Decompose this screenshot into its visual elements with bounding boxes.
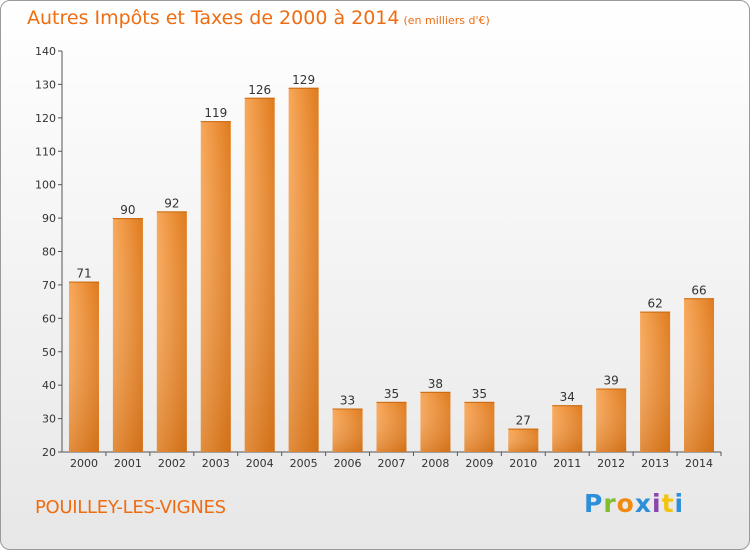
x-tick-label-2007: 2007 (378, 457, 406, 470)
x-tick-label-2008: 2008 (421, 457, 449, 470)
x-tick-label-2001: 2001 (114, 457, 142, 470)
y-tick-label: 20 (42, 446, 56, 459)
x-tick-label-2011: 2011 (553, 457, 581, 470)
x-tick-label-2010: 2010 (509, 457, 537, 470)
bar-shade-2013 (640, 311, 671, 452)
data-label-2014: 66 (691, 283, 706, 297)
bar-shade-2007 (376, 401, 407, 452)
proxiti-logo[interactable]: Proxiti (584, 489, 685, 518)
bar-shade-2004 (244, 97, 275, 453)
x-tick-label-2002: 2002 (158, 457, 186, 470)
y-tick-label: 70 (42, 279, 56, 292)
bar-shade-2005 (288, 87, 319, 452)
x-tick-label-2013: 2013 (641, 457, 669, 470)
y-tick-label: 140 (35, 45, 56, 58)
place-name: POUILLEY-LES-VIGNES (35, 497, 226, 518)
x-tick-label-2009: 2009 (465, 457, 493, 470)
x-tick-label-2006: 2006 (334, 457, 362, 470)
data-label-2009: 35 (472, 387, 487, 401)
data-label-2004: 126 (248, 83, 271, 97)
x-tick-label-2003: 2003 (202, 457, 230, 470)
data-label-2003: 119 (204, 106, 227, 120)
data-label-2000: 71 (76, 267, 91, 281)
y-tick-label: 30 (42, 413, 56, 426)
y-tick-label: 90 (42, 212, 56, 225)
chart-title-text: Autres Impôts et Taxes de 2000 à 2014 (27, 7, 400, 29)
x-tick-label-2004: 2004 (246, 457, 274, 470)
bar-shade-2000 (68, 281, 99, 452)
y-tick-label: 110 (35, 145, 56, 158)
x-tick-label-2012: 2012 (597, 457, 625, 470)
bar-shade-2006 (332, 408, 363, 452)
data-label-2007: 35 (384, 387, 399, 401)
bar-shade-2008 (420, 391, 451, 452)
data-label-2011: 34 (560, 390, 575, 404)
y-tick-label: 120 (35, 112, 56, 125)
bar-shade-2009 (464, 401, 495, 452)
y-tick-label: 60 (42, 312, 56, 325)
data-labels: 71 2000 90 2001 92 2002 119 2003 126 2004 129 2005 3… (70, 73, 713, 470)
chart-unit: (en milliers d'€) (403, 14, 490, 27)
bar-shade-2014 (684, 298, 715, 452)
data-label-2005: 129 (292, 73, 315, 87)
data-label-2012: 39 (604, 374, 619, 388)
y-tick-label: 80 (42, 246, 56, 259)
data-label-2008: 38 (428, 377, 443, 391)
y-tick-label: 130 (35, 78, 56, 91)
bar-shade-2012 (596, 388, 627, 452)
x-tick-label-2000: 2000 (70, 457, 98, 470)
x-tick-label-2005: 2005 (290, 457, 318, 470)
data-label-2006: 33 (340, 394, 355, 408)
data-label-2002: 92 (164, 196, 179, 210)
x-tick-label-2014: 2014 (685, 457, 713, 470)
bar-shade-2001 (112, 218, 143, 452)
bar-shade-2010 (508, 428, 539, 452)
y-tick-label: 100 (35, 179, 56, 192)
bar-shade-2011 (552, 405, 583, 452)
bars (68, 87, 715, 453)
data-label-2001: 90 (120, 203, 135, 217)
bar-shade-2002 (156, 211, 187, 452)
y-tick-label: 40 (42, 379, 56, 392)
data-label-2010: 27 (516, 414, 531, 428)
y-tick-label: 50 (42, 346, 56, 359)
chart-title: Autres Impôts et Taxes de 2000 à 2014 (en… (27, 7, 490, 29)
data-label-2013: 62 (647, 297, 662, 311)
bar-shade-2003 (200, 121, 231, 453)
